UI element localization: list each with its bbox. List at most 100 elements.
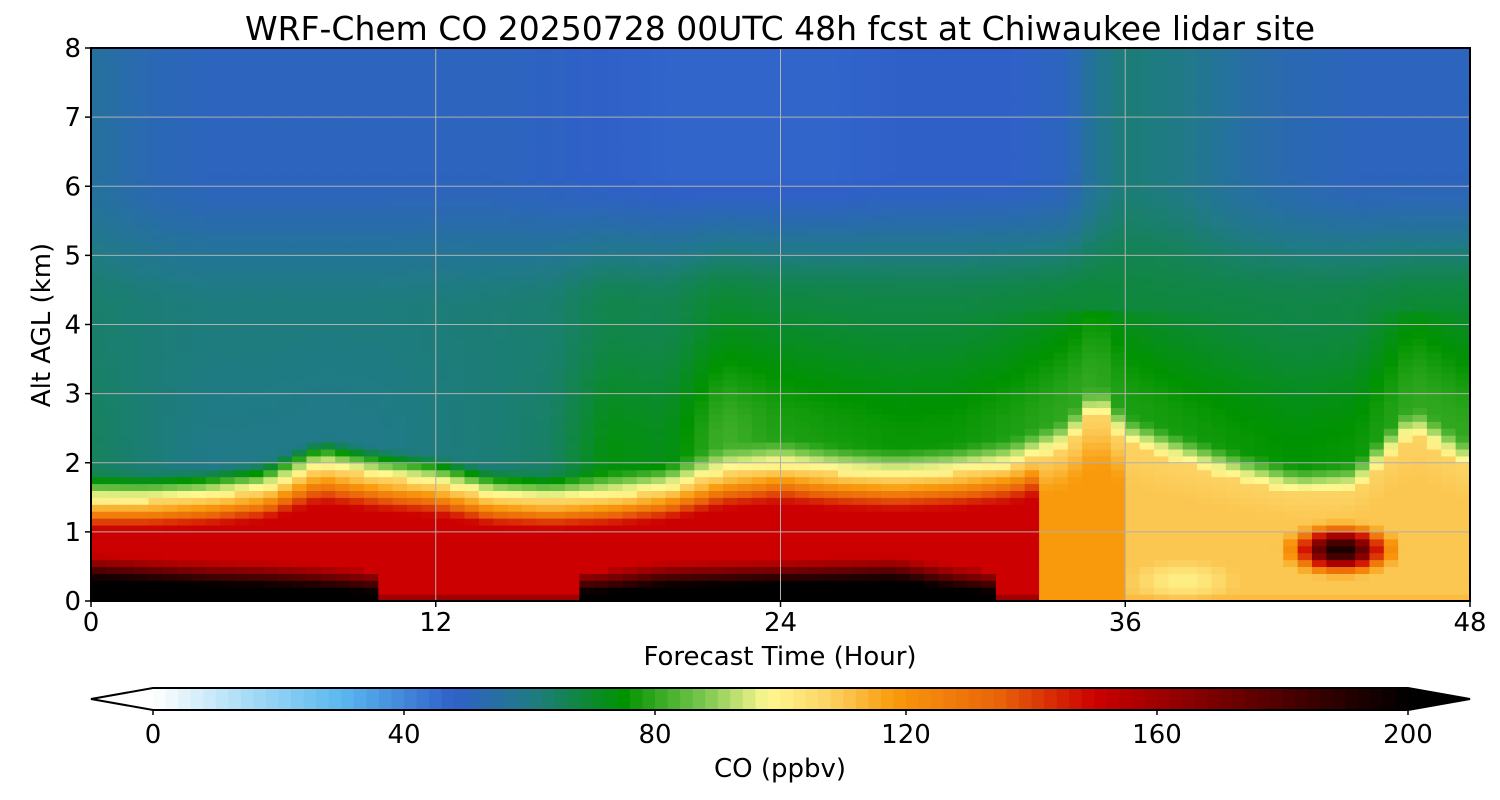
field-cell bbox=[349, 455, 365, 464]
field-cell bbox=[335, 193, 351, 201]
field-cell bbox=[579, 331, 595, 339]
field-cell bbox=[737, 220, 753, 229]
field-cell bbox=[694, 117, 710, 125]
field-cell bbox=[881, 283, 897, 291]
field-cell bbox=[234, 130, 250, 139]
field-cell bbox=[464, 400, 480, 409]
field-cell bbox=[335, 89, 351, 97]
field-cell bbox=[593, 538, 609, 547]
field-cell bbox=[464, 130, 480, 139]
field-cell bbox=[220, 89, 236, 97]
field-cell bbox=[593, 518, 609, 526]
field-cell bbox=[177, 538, 193, 547]
field-cell bbox=[105, 518, 121, 526]
field-cell bbox=[478, 407, 494, 415]
field-cell bbox=[852, 331, 868, 339]
field-cell bbox=[378, 193, 394, 201]
field-cell bbox=[679, 552, 695, 561]
field-cell bbox=[622, 462, 638, 471]
field-cell bbox=[708, 483, 724, 491]
field-cell bbox=[249, 587, 264, 595]
field-cell bbox=[521, 124, 537, 132]
field-cell bbox=[277, 407, 293, 415]
field-cell bbox=[521, 193, 537, 201]
field-cell bbox=[378, 359, 394, 367]
field-cell bbox=[881, 310, 897, 319]
field-cell bbox=[478, 54, 494, 63]
field-cell bbox=[320, 137, 336, 146]
field-cell bbox=[105, 165, 121, 174]
field-cell bbox=[981, 407, 997, 415]
field-cell bbox=[593, 379, 609, 388]
field-cell bbox=[478, 75, 494, 84]
field-cell bbox=[435, 511, 451, 519]
field-cell bbox=[320, 110, 336, 118]
field-cell bbox=[134, 538, 150, 547]
field-cell bbox=[766, 317, 782, 326]
field-cell bbox=[521, 524, 537, 533]
field-cell bbox=[320, 476, 336, 485]
field-cell bbox=[91, 310, 106, 319]
field-cell bbox=[292, 179, 308, 187]
field-cell bbox=[708, 296, 724, 305]
field-cell bbox=[751, 310, 767, 319]
field-cell bbox=[550, 193, 566, 201]
field-cell bbox=[464, 317, 480, 326]
field-cell bbox=[608, 68, 624, 77]
field-cell bbox=[306, 200, 322, 208]
field-cell bbox=[723, 124, 738, 132]
field-cell bbox=[105, 179, 121, 187]
field-cell bbox=[723, 151, 738, 160]
field-cell bbox=[177, 144, 193, 153]
field-cell bbox=[550, 103, 566, 111]
field-cell bbox=[866, 255, 882, 263]
field-cell bbox=[550, 552, 566, 561]
field-cell bbox=[392, 234, 408, 243]
field-cell bbox=[249, 400, 264, 409]
field-cell bbox=[435, 262, 451, 270]
field-cell bbox=[349, 276, 365, 284]
field-cell bbox=[421, 262, 437, 270]
field-cell bbox=[967, 283, 983, 291]
field-cell bbox=[622, 179, 638, 187]
field-cell bbox=[550, 96, 566, 104]
field-cell bbox=[335, 573, 351, 581]
field-cell bbox=[277, 206, 293, 215]
field-cell bbox=[881, 345, 897, 353]
field-cell bbox=[392, 372, 408, 381]
field-cell bbox=[263, 54, 279, 63]
field-cell bbox=[148, 331, 164, 339]
field-cell bbox=[249, 414, 264, 422]
field-cell bbox=[766, 234, 782, 243]
field-cell bbox=[809, 54, 825, 63]
field-cell bbox=[220, 137, 236, 146]
field-cell bbox=[493, 124, 509, 132]
field-cell bbox=[823, 469, 839, 478]
field-cell bbox=[694, 310, 710, 319]
field-cell bbox=[636, 504, 652, 512]
field-cell bbox=[292, 296, 308, 305]
field-cell bbox=[780, 303, 796, 312]
field-cell bbox=[981, 580, 997, 588]
field-cell bbox=[895, 365, 911, 374]
field-cell bbox=[651, 545, 667, 554]
field-cell bbox=[823, 48, 839, 56]
field-cell bbox=[392, 538, 408, 547]
field-cell bbox=[895, 303, 911, 312]
field-cell bbox=[837, 386, 853, 395]
field-cell bbox=[694, 594, 710, 601]
field-cell bbox=[493, 462, 509, 471]
field-cell bbox=[565, 531, 580, 540]
field-cell bbox=[909, 324, 925, 333]
field-cell bbox=[277, 518, 293, 526]
field-cell bbox=[636, 359, 652, 367]
field-cell bbox=[191, 276, 207, 284]
field-cell bbox=[148, 75, 164, 84]
field-cell bbox=[306, 331, 322, 339]
field-cell bbox=[723, 54, 738, 63]
field-cell bbox=[363, 448, 379, 457]
field-cell bbox=[536, 386, 552, 395]
field-cell bbox=[493, 61, 509, 70]
field-cell bbox=[981, 476, 997, 485]
field-cell bbox=[234, 48, 250, 56]
